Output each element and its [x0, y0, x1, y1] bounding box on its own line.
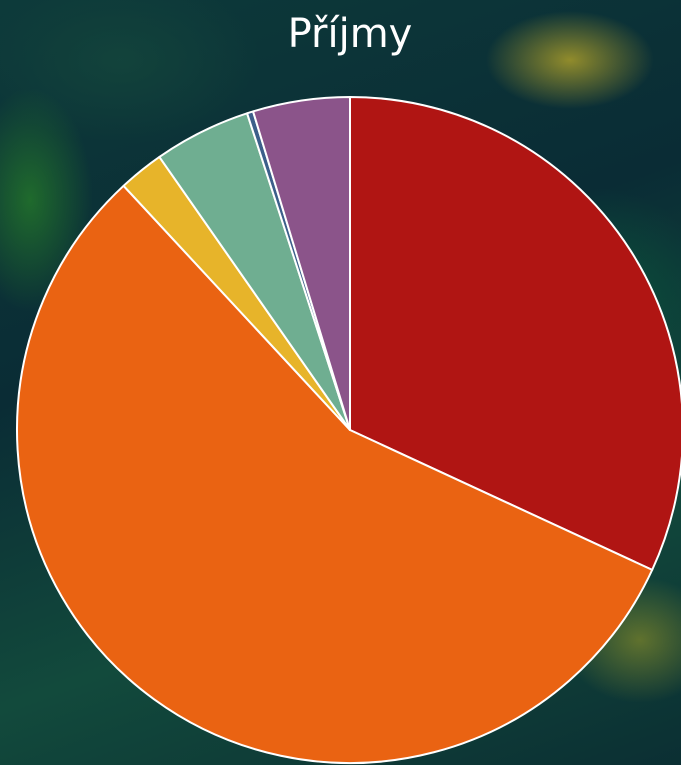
pie-slice [16, 184, 654, 764]
chart-title: Příjmy [288, 11, 413, 57]
pie-slice [349, 96, 681, 571]
pie-slice [252, 96, 351, 431]
